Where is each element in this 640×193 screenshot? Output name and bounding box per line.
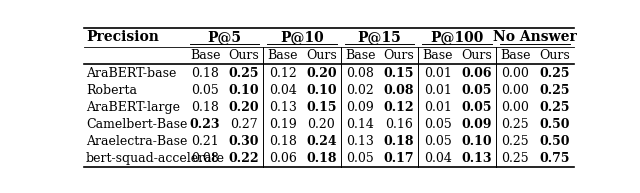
Text: 0.18: 0.18 bbox=[306, 152, 337, 165]
Text: 0.06: 0.06 bbox=[461, 67, 492, 80]
Text: 0.01: 0.01 bbox=[424, 67, 452, 80]
Text: Base: Base bbox=[345, 49, 376, 62]
Text: 0.04: 0.04 bbox=[269, 84, 296, 97]
Text: Araelectra-Base: Araelectra-Base bbox=[86, 135, 188, 148]
Text: 0.14: 0.14 bbox=[346, 118, 374, 131]
Text: Ours: Ours bbox=[539, 49, 570, 62]
Text: 0.16: 0.16 bbox=[385, 118, 413, 131]
Text: 0.50: 0.50 bbox=[539, 118, 570, 131]
Text: 0.09: 0.09 bbox=[461, 118, 492, 131]
Text: Precision: Precision bbox=[86, 30, 159, 44]
Text: 0.10: 0.10 bbox=[306, 84, 337, 97]
Text: 0.20: 0.20 bbox=[308, 118, 335, 131]
Text: Ours: Ours bbox=[383, 49, 414, 62]
Text: Ours: Ours bbox=[461, 49, 492, 62]
Text: 0.25: 0.25 bbox=[539, 67, 570, 80]
Text: 0.06: 0.06 bbox=[269, 152, 296, 165]
Text: 0.25: 0.25 bbox=[502, 135, 529, 148]
Text: 0.05: 0.05 bbox=[191, 84, 219, 97]
Text: Base: Base bbox=[422, 49, 453, 62]
Text: 0.23: 0.23 bbox=[190, 118, 220, 131]
Text: 0.12: 0.12 bbox=[383, 101, 414, 114]
Text: AraBERT-base: AraBERT-base bbox=[86, 67, 177, 80]
Text: 0.18: 0.18 bbox=[269, 135, 296, 148]
Text: 0.10: 0.10 bbox=[228, 84, 259, 97]
Text: 0.05: 0.05 bbox=[424, 135, 452, 148]
Text: Base: Base bbox=[190, 49, 220, 62]
Text: 0.25: 0.25 bbox=[228, 67, 259, 80]
Text: 0.30: 0.30 bbox=[228, 135, 259, 148]
Text: 0.25: 0.25 bbox=[539, 101, 570, 114]
Text: 0.05: 0.05 bbox=[424, 118, 452, 131]
Text: No Answer: No Answer bbox=[493, 30, 577, 44]
Text: 0.50: 0.50 bbox=[539, 135, 570, 148]
Text: 0.08: 0.08 bbox=[346, 67, 374, 80]
Text: 0.18: 0.18 bbox=[191, 101, 219, 114]
Text: AraBERT-large: AraBERT-large bbox=[86, 101, 180, 114]
Text: 0.09: 0.09 bbox=[346, 101, 374, 114]
Text: 0.04: 0.04 bbox=[424, 152, 452, 165]
Text: P@100: P@100 bbox=[431, 30, 484, 44]
Text: P@5: P@5 bbox=[207, 30, 241, 44]
Text: 0.13: 0.13 bbox=[346, 135, 374, 148]
Text: 0.08: 0.08 bbox=[384, 84, 414, 97]
Text: 0.00: 0.00 bbox=[501, 67, 529, 80]
Text: 0.08: 0.08 bbox=[191, 152, 219, 165]
Text: 0.17: 0.17 bbox=[383, 152, 414, 165]
Text: Ours: Ours bbox=[306, 49, 337, 62]
Text: 0.22: 0.22 bbox=[228, 152, 259, 165]
Text: 0.75: 0.75 bbox=[539, 152, 570, 165]
Text: 0.05: 0.05 bbox=[346, 152, 374, 165]
Text: 0.20: 0.20 bbox=[228, 101, 259, 114]
Text: 0.24: 0.24 bbox=[306, 135, 337, 148]
Text: 0.21: 0.21 bbox=[191, 135, 219, 148]
Text: 0.13: 0.13 bbox=[269, 101, 296, 114]
Text: 0.25: 0.25 bbox=[502, 152, 529, 165]
Text: 0.01: 0.01 bbox=[424, 84, 452, 97]
Text: 0.25: 0.25 bbox=[502, 118, 529, 131]
Text: 0.02: 0.02 bbox=[346, 84, 374, 97]
Text: 0.15: 0.15 bbox=[384, 67, 414, 80]
Text: Base: Base bbox=[500, 49, 531, 62]
Text: Camelbert-Base: Camelbert-Base bbox=[86, 118, 188, 131]
Text: 0.25: 0.25 bbox=[539, 84, 570, 97]
Text: 0.10: 0.10 bbox=[461, 135, 492, 148]
Text: Base: Base bbox=[268, 49, 298, 62]
Text: 0.00: 0.00 bbox=[501, 101, 529, 114]
Text: 0.20: 0.20 bbox=[306, 67, 337, 80]
Text: 0.18: 0.18 bbox=[384, 135, 414, 148]
Text: bert-squad-accelerate: bert-squad-accelerate bbox=[86, 152, 225, 165]
Text: P@15: P@15 bbox=[358, 30, 401, 44]
Text: 0.00: 0.00 bbox=[501, 84, 529, 97]
Text: 0.05: 0.05 bbox=[461, 101, 492, 114]
Text: Roberta: Roberta bbox=[86, 84, 137, 97]
Text: 0.19: 0.19 bbox=[269, 118, 296, 131]
Text: 0.01: 0.01 bbox=[424, 101, 452, 114]
Text: 0.12: 0.12 bbox=[269, 67, 296, 80]
Text: 0.27: 0.27 bbox=[230, 118, 258, 131]
Text: 0.05: 0.05 bbox=[461, 84, 492, 97]
Text: P@10: P@10 bbox=[280, 30, 324, 44]
Text: 0.18: 0.18 bbox=[191, 67, 219, 80]
Text: 0.13: 0.13 bbox=[461, 152, 492, 165]
Text: 0.15: 0.15 bbox=[306, 101, 337, 114]
Text: Ours: Ours bbox=[228, 49, 259, 62]
